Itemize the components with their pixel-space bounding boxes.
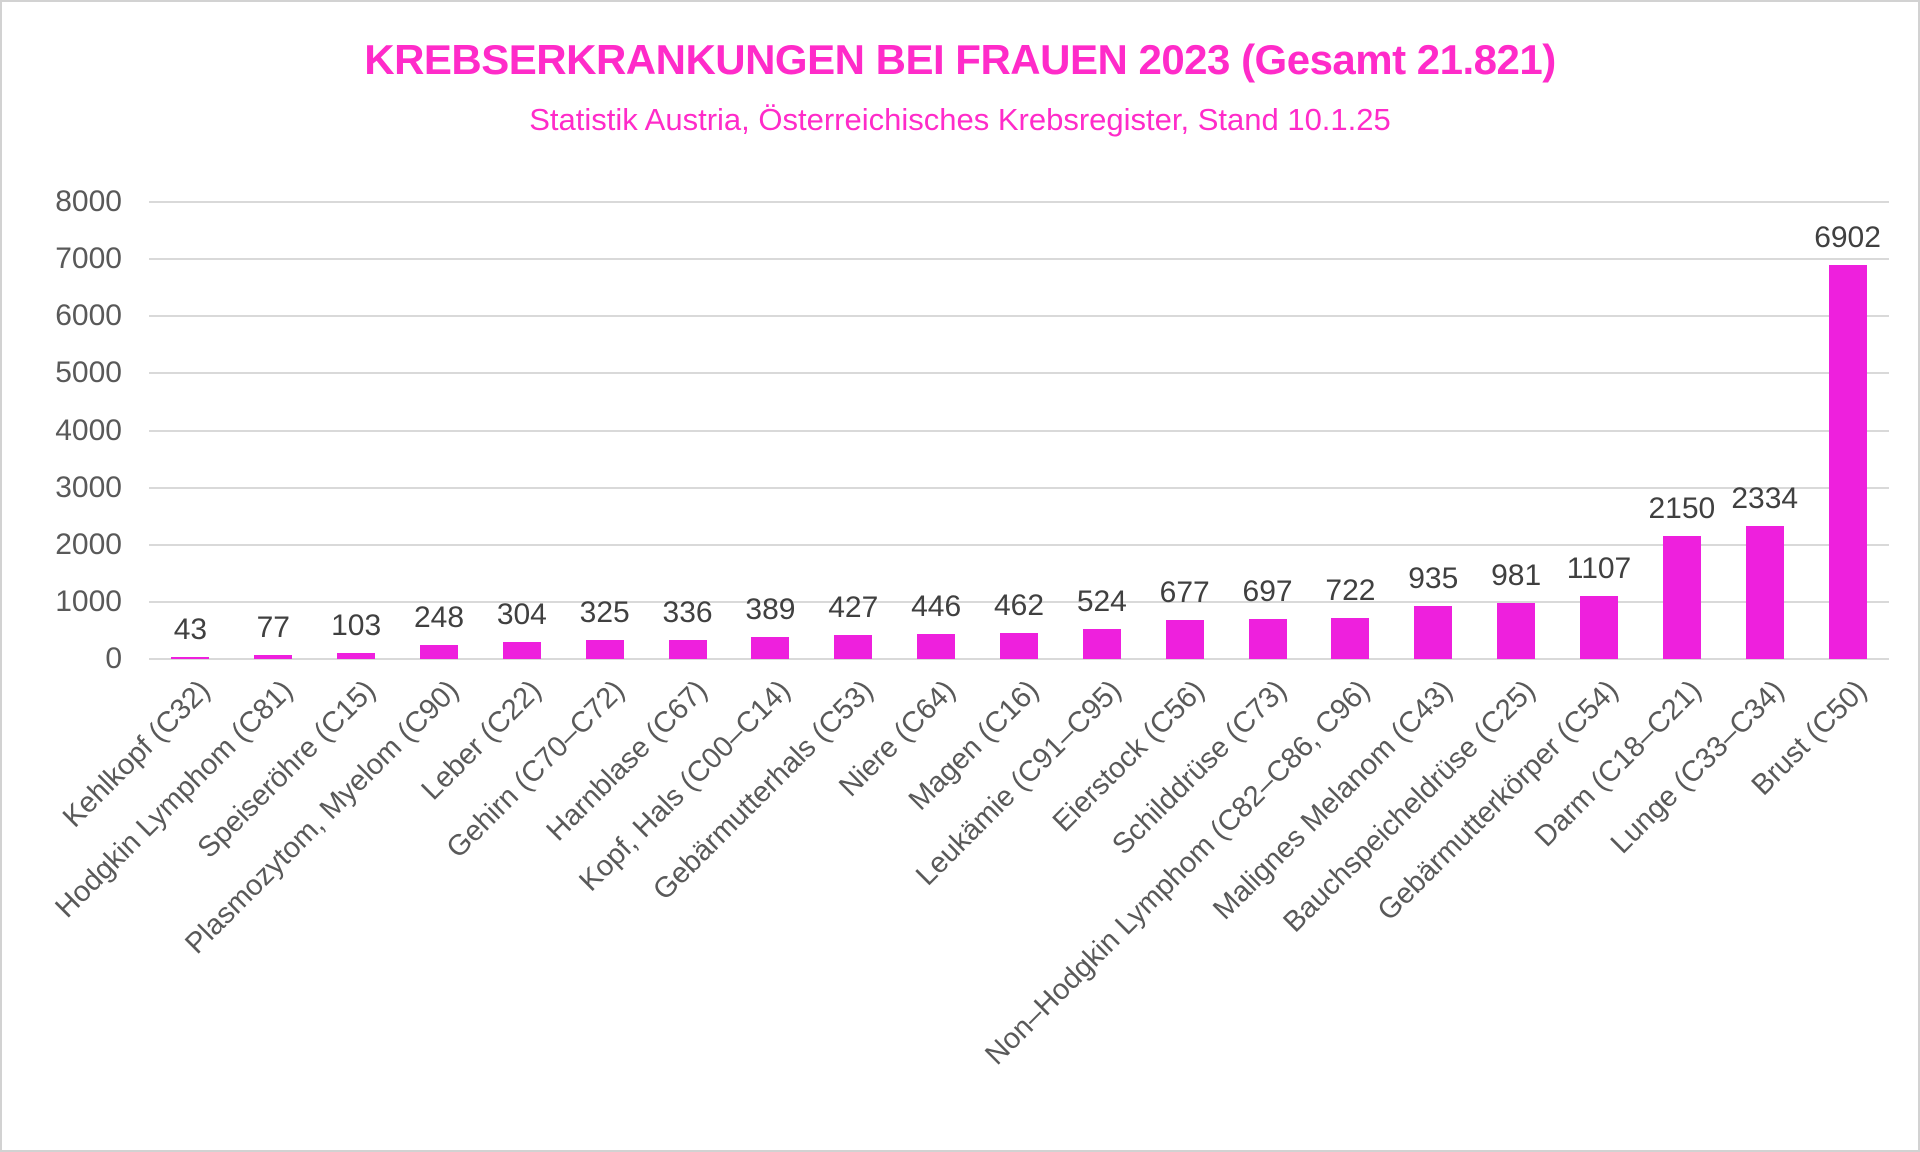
y-axis-tick-label: 5000: [55, 356, 122, 390]
bar: [917, 633, 956, 659]
bar-value-label: 325: [579, 596, 630, 630]
y-axis-tick-label: 4000: [55, 413, 122, 447]
bar-value-label: 389: [745, 592, 796, 626]
bar-value-label: 935: [1408, 561, 1459, 595]
y-axis-tick-label: 8000: [55, 185, 122, 218]
bar-value-label: 981: [1491, 558, 1542, 592]
bar: [834, 634, 873, 659]
bar-value-label: 2334: [1731, 481, 1799, 515]
chart-subtitle: Statistik Austria, Österreichisches Kreb…: [529, 102, 1391, 137]
bar: [751, 636, 790, 659]
bar: [337, 653, 376, 659]
y-axis-tick-label: 2000: [55, 527, 122, 561]
y-gridline: [149, 315, 1889, 318]
bar-value-label: 248: [413, 600, 465, 634]
bar-value-label: 677: [1159, 576, 1210, 610]
bar: [502, 641, 541, 659]
y-axis-tick-label: 0: [105, 642, 122, 675]
y-gridline: [149, 486, 1889, 489]
bar-value-label: 103: [331, 609, 382, 643]
bar: [1082, 629, 1121, 659]
bar: [254, 654, 293, 659]
y-gridline: [149, 543, 1889, 546]
bar-value-label: 462: [993, 588, 1045, 622]
y-axis-tick-label: 7000: [55, 242, 122, 276]
bar-value-label: 77: [256, 610, 290, 644]
bar: [1828, 264, 1867, 659]
bar-value-label: 1107: [1566, 551, 1632, 585]
category-label: Non–Hodgkin Lymphom (C82–C86, C96): [979, 674, 1377, 1072]
bar: [1000, 632, 1038, 659]
bar: [171, 656, 210, 659]
bar-value-label: 6902: [1814, 220, 1881, 254]
bar: [1248, 619, 1287, 659]
bar: [1662, 536, 1701, 659]
bar: [1580, 595, 1618, 659]
y-axis-tick-label: 6000: [55, 299, 122, 333]
y-axis-tick-label: 1000: [55, 584, 122, 618]
y-gridline: [149, 429, 1889, 432]
category-label: Eierstock (C56): [1046, 674, 1211, 839]
y-gridline: [149, 658, 1889, 660]
bar: [1331, 617, 1370, 659]
y-gridline: [149, 372, 1889, 375]
bar-value-label: 2150: [1648, 492, 1716, 526]
bar-value-label: 427: [828, 590, 879, 624]
bar: [668, 639, 707, 659]
bar-value-label: 43: [173, 612, 208, 646]
bar: [585, 640, 624, 659]
category-label: Kehlkopf (C32): [56, 674, 217, 834]
bar: [1165, 620, 1204, 659]
bar-value-label: 336: [662, 595, 713, 629]
y-gridline: [149, 258, 1889, 261]
bar-value-label: 722: [1325, 573, 1376, 607]
y-gridline: [149, 201, 1889, 203]
y-axis-tick-label: 3000: [55, 470, 122, 504]
bar-value-label: 446: [911, 589, 962, 623]
bar-value-label: 304: [496, 597, 547, 631]
y-gridline: [149, 600, 1889, 603]
bar-value-label: 524: [1076, 585, 1127, 619]
bar: [1414, 605, 1453, 659]
bar: [1497, 602, 1536, 659]
bar: [1745, 525, 1784, 659]
bar: [420, 644, 458, 659]
bar-value-label: 697: [1242, 575, 1293, 609]
chart-title: KREBSERKRANKUNGEN BEI FRAUEN 2023 (Gesam…: [364, 36, 1556, 83]
